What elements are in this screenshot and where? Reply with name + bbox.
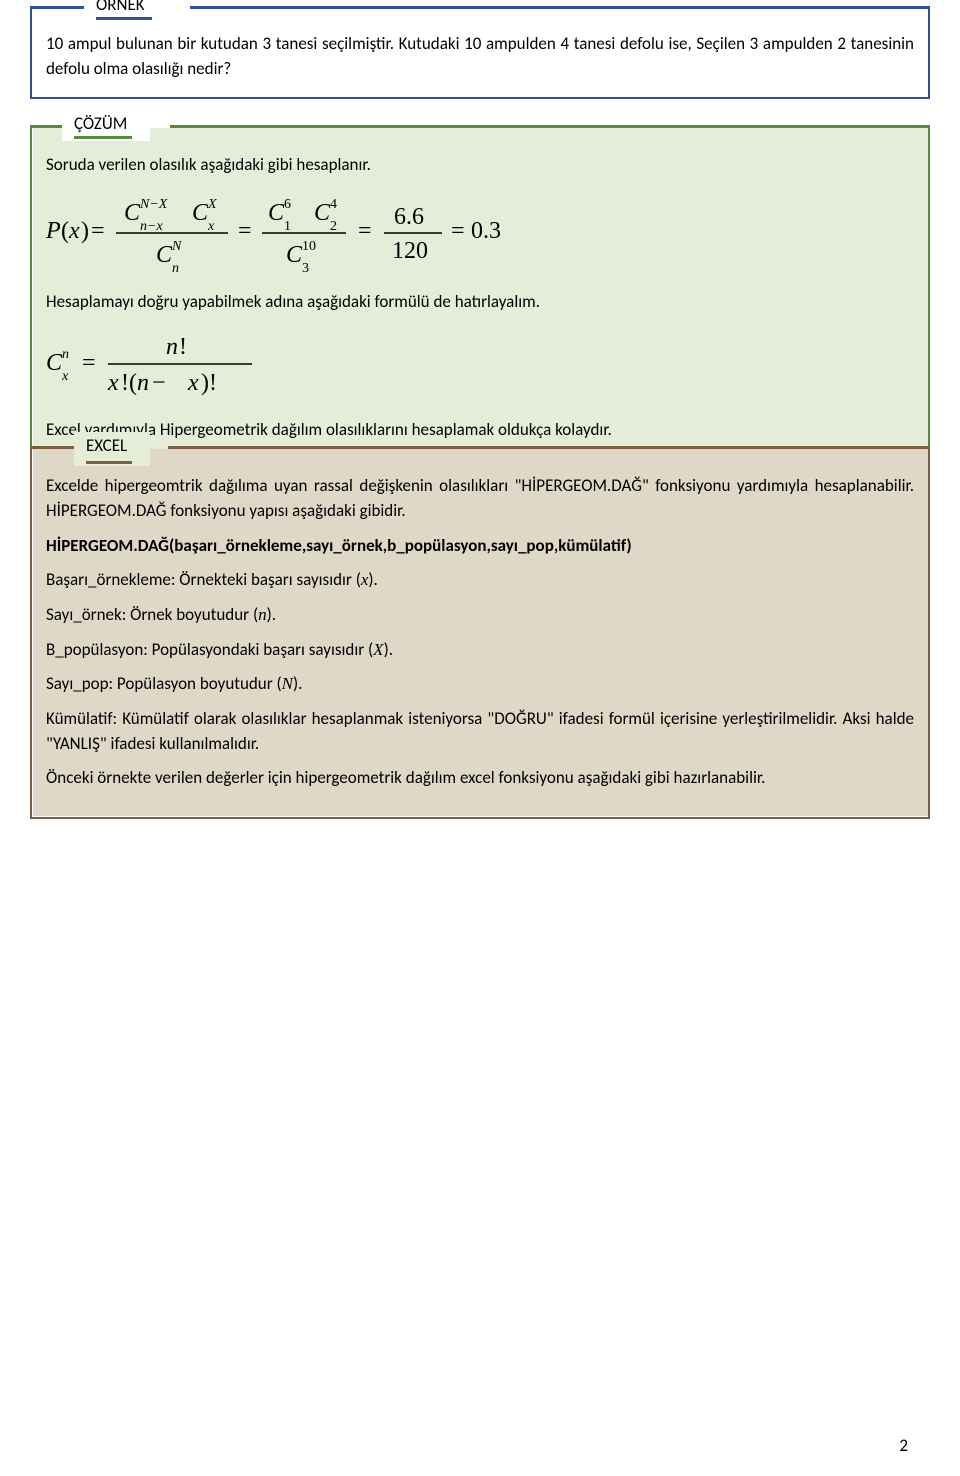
- arg2-pre: Sayı_örnek: Örnek boyutudur (: [46, 604, 258, 625]
- excel-signature: HİPERGEOM.DAĞ(başarı_örnekleme,sayı_örne…: [46, 534, 914, 559]
- arg2-var: n: [258, 605, 267, 624]
- excel-arg3: B_popülasyon: Popülasyondaki başarı sayı…: [46, 638, 914, 663]
- svg-text:−: −: [152, 370, 166, 396]
- svg-text:4: 4: [330, 197, 337, 212]
- svg-text:n: n: [62, 347, 69, 362]
- excel-arg1: Başarı_örnekleme: Örnekteki başarı sayıs…: [46, 568, 914, 593]
- arg1-pre: Başarı_örnekleme: Örnekteki başarı sayıs…: [46, 569, 361, 590]
- excel-arg4: Sayı_pop: Popülasyon boyutudur (N).: [46, 672, 914, 697]
- excel-label-underline: [86, 461, 132, 464]
- svg-text:C: C: [124, 200, 141, 226]
- solution-label-underline: [74, 136, 132, 139]
- svg-text:C: C: [268, 200, 285, 226]
- svg-text:X: X: [207, 197, 217, 212]
- svg-text:x: x: [107, 370, 119, 396]
- arg4-post: ).: [293, 673, 302, 694]
- excel-p1: Excelde hipergeomtrik dağılıma uyan rass…: [46, 474, 914, 523]
- example-label-underline: [96, 17, 152, 20]
- svg-text:x: x: [68, 218, 80, 244]
- page-number: 2: [899, 1435, 908, 1456]
- example-label-tab: ÖRNEK: [84, 0, 170, 22]
- svg-text:0.3: 0.3: [471, 218, 501, 244]
- arg3-var: X: [373, 640, 383, 659]
- example-text: 10 ampul bulunan bir kutudan 3 tanesi se…: [46, 32, 914, 81]
- excel-arg5: Kümülatif: Kümülatif olarak olasılıklar …: [46, 707, 914, 756]
- svg-text:n: n: [166, 334, 178, 360]
- excel-label-tab: EXCEL: [74, 432, 150, 466]
- svg-text:2: 2: [330, 219, 337, 234]
- svg-text:n−x: n−x: [140, 219, 163, 234]
- svg-text:!(: !(: [121, 370, 137, 396]
- arg4-var: N: [282, 674, 293, 693]
- excel-p2: Önceki örnekte verilen değerler için hip…: [46, 766, 914, 791]
- svg-text:6.6: 6.6: [394, 204, 424, 230]
- solution-p3: Excel yardımıyla Hipergeometrik dağılım …: [46, 418, 914, 443]
- svg-text:=: =: [91, 218, 105, 244]
- solution-p1: Soruda verilen olasılık aşağıdaki gibi h…: [46, 153, 914, 178]
- svg-text:)!: )!: [201, 370, 217, 396]
- arg1-post: ).: [368, 569, 377, 590]
- arg2-post: ).: [267, 604, 276, 625]
- svg-text:C: C: [46, 350, 63, 376]
- svg-text:N: N: [171, 239, 182, 254]
- arg3-post: ).: [384, 639, 393, 660]
- formula-px: P ( x ) = C N−X n−x C X x C N n =: [46, 188, 914, 280]
- svg-text:(: (: [61, 218, 69, 244]
- excel-label: EXCEL: [86, 435, 127, 456]
- svg-text:1: 1: [284, 219, 291, 234]
- svg-text:C: C: [192, 200, 209, 226]
- svg-text:P: P: [46, 218, 61, 244]
- arg4-pre: Sayı_pop: Popülasyon boyutudur (: [46, 673, 282, 694]
- svg-text:=: =: [358, 218, 372, 244]
- svg-text:10: 10: [302, 239, 316, 254]
- svg-text:=: =: [82, 350, 96, 376]
- excel-arg2: Sayı_örnek: Örnek boyutudur (n).: [46, 603, 914, 628]
- example-box: ÖRNEK 10 ampul bulunan bir kutudan 3 tan…: [30, 6, 930, 99]
- svg-text:): ): [81, 218, 89, 244]
- solution-label-tab: ÇÖZÜM: [62, 111, 150, 141]
- svg-text:!: !: [179, 334, 187, 360]
- svg-text:x: x: [61, 369, 69, 384]
- svg-text:x: x: [187, 370, 199, 396]
- excel-box: EXCEL Excelde hipergeomtrik dağılıma uya…: [30, 446, 930, 818]
- arg3-pre: B_popülasyon: Popülasyondaki başarı sayı…: [46, 639, 373, 660]
- svg-text:C: C: [286, 242, 303, 268]
- example-label: ÖRNEK: [96, 0, 145, 15]
- svg-text:x: x: [207, 219, 215, 234]
- svg-text:3: 3: [302, 261, 309, 272]
- solution-box: ÇÖZÜM Soruda verilen olasılık aşağıdaki …: [30, 125, 930, 819]
- svg-text:n: n: [172, 261, 179, 272]
- svg-text:C: C: [156, 242, 173, 268]
- svg-text:120: 120: [392, 238, 428, 264]
- svg-text:N−X: N−X: [139, 197, 168, 212]
- svg-text:C: C: [314, 200, 331, 226]
- solution-label: ÇÖZÜM: [74, 113, 127, 134]
- svg-text:=: =: [238, 218, 252, 244]
- svg-text:6: 6: [284, 197, 291, 212]
- svg-text:n: n: [137, 370, 149, 396]
- svg-text:=: =: [451, 218, 465, 244]
- solution-p2: Hesaplamayı doğru yapabilmek adına aşağı…: [46, 290, 914, 315]
- formula-combination: C n x = n ! x !( n − x )!: [46, 324, 914, 408]
